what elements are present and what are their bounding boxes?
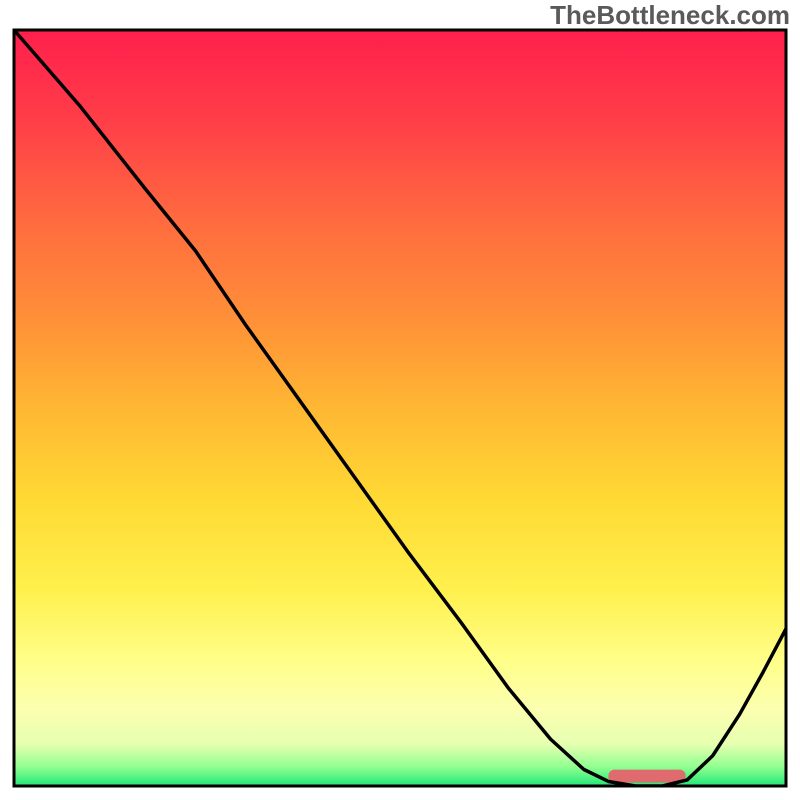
chart-background	[14, 30, 786, 786]
bottleneck-marker	[608, 770, 685, 783]
watermark-text: TheBottleneck.com	[550, 0, 790, 31]
chart-container: TheBottleneck.com	[0, 0, 800, 800]
bottleneck-chart	[0, 0, 800, 800]
